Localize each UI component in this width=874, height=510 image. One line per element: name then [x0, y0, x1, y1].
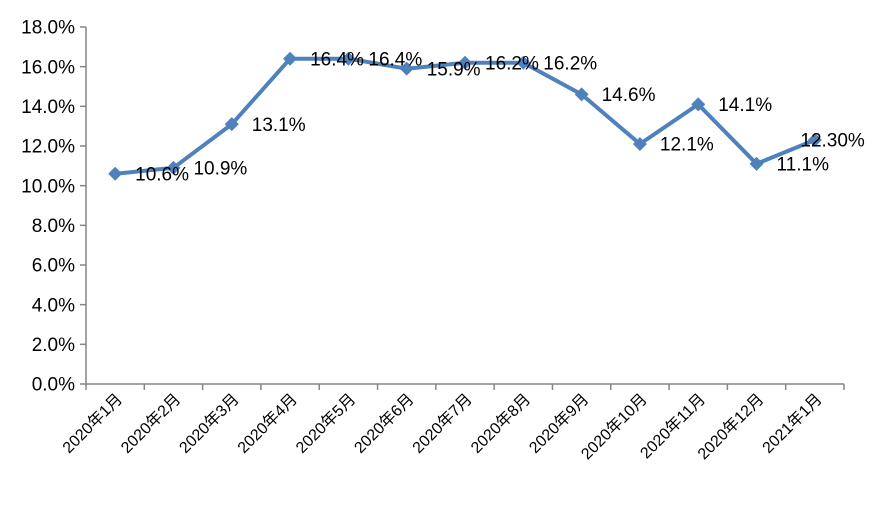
data-point-marker: [458, 55, 472, 70]
y-axis-tick-label: 18.0%: [21, 18, 75, 39]
data-point-label: 16.4%: [368, 49, 422, 70]
data-point-label: 13.1%: [252, 115, 306, 136]
x-axis-label: 2020年7月: [409, 390, 476, 457]
y-axis-tick-label: 6.0%: [32, 256, 75, 277]
data-point-marker: [341, 51, 356, 66]
x-axis-label: 2020年3月: [176, 390, 243, 457]
data-point-label: 16.4%: [310, 49, 364, 70]
data-point-label: 16.2%: [485, 53, 539, 74]
data-point-marker: [749, 156, 764, 171]
y-axis-tick-label: 8.0%: [32, 216, 75, 237]
y-axis-tick-label: 10.0%: [21, 176, 75, 197]
data-point-marker: [807, 133, 822, 148]
data-point-marker: [108, 166, 123, 181]
y-axis-tick-label: 12.0%: [21, 137, 75, 158]
y-axis-tick-label: 4.0%: [32, 295, 75, 316]
data-point-label: 10.6%: [135, 164, 189, 185]
x-axis-label: 2020年2月: [117, 390, 184, 457]
data-point-label: 12.30%: [800, 131, 865, 152]
data-point-label: 16.2%: [543, 53, 597, 74]
data-point-label: 14.1%: [718, 95, 772, 116]
y-axis-tick-label: 0.0%: [32, 375, 75, 396]
data-point-marker: [574, 87, 589, 102]
y-axis-tick-label: 2.0%: [32, 335, 75, 356]
data-point-marker: [399, 61, 414, 76]
data-point-marker: [632, 137, 647, 152]
x-axis-label: 2020年1月: [59, 390, 126, 457]
y-axis-tick-label: 16.0%: [21, 57, 75, 78]
x-axis-label: 2020年8月: [467, 390, 534, 457]
data-point-marker: [516, 55, 531, 70]
data-point-marker: [224, 117, 239, 132]
data-point-marker: [166, 160, 181, 175]
data-point-label: 12.1%: [660, 135, 714, 156]
x-axis-label: 2021年1月: [759, 390, 826, 457]
data-point-marker: [691, 97, 706, 112]
y-axis-tick-label: 14.0%: [21, 97, 75, 118]
x-axis-label: 2020年6月: [351, 390, 418, 457]
data-point-label: 15.9%: [427, 59, 481, 80]
x-axis-label: 2020年5月: [292, 390, 359, 457]
x-axis-label: 2020年4月: [234, 390, 301, 457]
data-point-label: 14.6%: [602, 85, 656, 106]
data-point-label: 10.9%: [193, 158, 247, 179]
data-point-marker: [283, 51, 298, 66]
data-point-label: 11.1%: [777, 155, 830, 176]
